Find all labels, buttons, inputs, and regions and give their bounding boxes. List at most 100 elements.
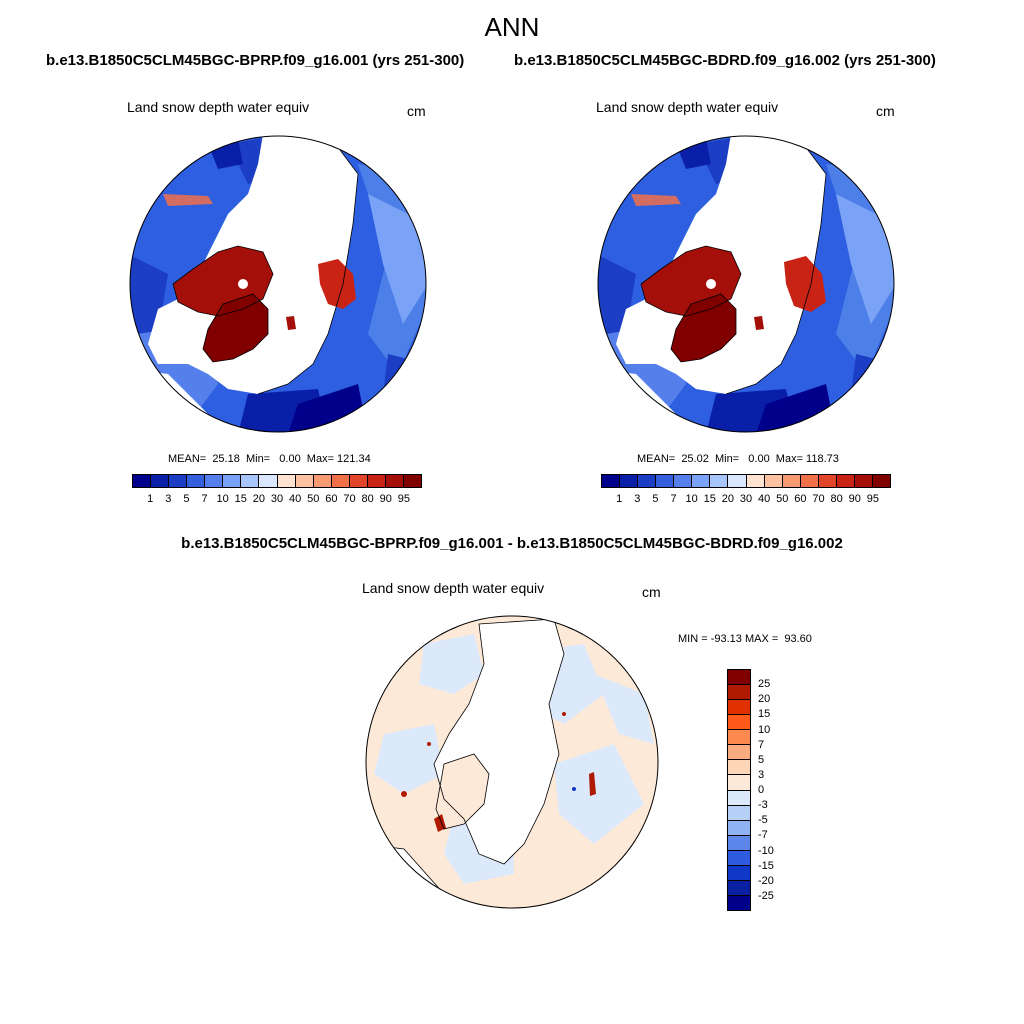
colorbar-tick-label: 90 [848, 493, 861, 505]
colorbar-tick-label: 20 [721, 493, 734, 505]
colorbar-swatch [854, 475, 873, 487]
colorbar-swatch [638, 475, 657, 487]
left-stats: MEAN= 25.18 Min= 0.00 Max= 121.34 [168, 453, 371, 465]
colorbar-tick-label: -25 [758, 889, 774, 902]
colorbar-swatch [277, 475, 296, 487]
colorbar-tick-label: 80 [830, 493, 843, 505]
colorbar-tick-label: -20 [758, 874, 774, 887]
colorbar-swatch [367, 475, 386, 487]
left-units-label: cm [407, 103, 426, 119]
colorbar-swatch [728, 865, 750, 881]
colorbar-tick-label: -15 [758, 859, 774, 872]
colorbar-swatch [728, 700, 750, 716]
colorbar-tick-label: 0 [758, 784, 765, 796]
right-stats: MEAN= 25.02 Min= 0.00 Max= 118.73 [637, 453, 839, 465]
colorbar-tick-label: 30 [739, 493, 753, 505]
colorbar-swatch [151, 475, 170, 487]
colorbar-swatch [241, 475, 260, 487]
colorbar-tick-label: 10 [685, 493, 698, 505]
colorbar-swatch [728, 685, 750, 701]
left-snow-map [129, 135, 427, 433]
colorbar-tick-label: 70 [343, 493, 356, 505]
right-run-title: b.e13.B1850C5CLM45BGC-BDRD.f09_g16.002 (… [514, 52, 936, 69]
colorbar-tick-label: 5 [183, 493, 190, 505]
colorbar-swatch [259, 475, 278, 487]
colorbar-swatch [295, 475, 314, 487]
colorbar-swatch [728, 475, 747, 487]
colorbar-swatch [692, 475, 711, 487]
colorbar-tick-label: 90 [379, 493, 392, 505]
colorbar-tick-label: 60 [794, 493, 807, 505]
right-units-label: cm [876, 103, 895, 119]
colorbar-swatch [728, 775, 750, 791]
colorbar-tick-label: 95 [866, 493, 879, 505]
colorbar-tick-label: 25 [758, 678, 771, 691]
colorbar-tick-label: 15 [758, 708, 771, 721]
colorbar-swatch [169, 475, 188, 487]
colorbar-tick-label: 50 [776, 493, 789, 505]
colorbar-tick-label: 60 [325, 493, 338, 505]
colorbar-swatch [800, 475, 819, 487]
colorbar-swatch [728, 880, 750, 896]
colorbar-tick-label: -10 [758, 844, 774, 857]
colorbar-swatch [674, 475, 693, 487]
colorbar-swatch [782, 475, 801, 487]
colorbar-tick-label: 50 [307, 493, 320, 505]
colorbar-swatch [403, 475, 421, 487]
colorbar-tick-label: 40 [289, 493, 302, 505]
colorbar-swatch [349, 475, 368, 487]
colorbar-tick-label: -7 [758, 829, 768, 842]
colorbar-swatch [746, 475, 765, 487]
difference-colorbar-ticks: 25 20 15 10 7 5 3 0 -3 -5 -7 -10 -15 -20 -25 [758, 669, 798, 911]
colorbar-tick-label: 80 [361, 493, 374, 505]
colorbar-tick-label: -5 [758, 814, 768, 827]
colorbar-swatch [728, 670, 750, 686]
right-variable-label: Land snow depth water equiv [596, 99, 779, 115]
colorbar-tick-label: 3 [634, 493, 641, 505]
colorbar-swatch [728, 715, 750, 731]
difference-map [365, 615, 659, 909]
colorbar-tick-label: 7 [758, 738, 765, 751]
colorbar-swatch [728, 850, 750, 866]
colorbar-tick-label: 3 [758, 768, 765, 781]
colorbar-tick-label: -3 [758, 799, 768, 812]
left-colorbar [132, 474, 422, 488]
diff-variable-label: Land snow depth water equiv [362, 580, 545, 596]
colorbar-swatch [728, 730, 750, 746]
left-run-title: b.e13.B1850C5CLM45BGC-BPRP.f09_g16.001 (… [46, 52, 465, 69]
colorbar-swatch [331, 475, 350, 487]
left-variable-label: Land snow depth water equiv [127, 99, 310, 115]
colorbar-tick-label: 95 [397, 493, 410, 505]
colorbar-tick-label: 20 [252, 493, 265, 505]
right-snow-map [597, 135, 895, 433]
colorbar-swatch [872, 475, 890, 487]
colorbar-swatch [656, 475, 675, 487]
diff-minmax: MIN = -93.13 MAX = 93.60 [678, 633, 812, 645]
difference-colorbar [727, 669, 751, 911]
colorbar-tick-label: 15 [703, 493, 716, 505]
colorbar-swatch [728, 895, 750, 910]
colorbar-swatch [728, 820, 750, 836]
colorbar-swatch [728, 790, 750, 806]
colorbar-swatch [764, 475, 783, 487]
colorbar-swatch [205, 475, 224, 487]
colorbar-swatch [187, 475, 206, 487]
right-colorbar [601, 474, 891, 488]
colorbar-tick-label: 20 [758, 693, 771, 706]
colorbar-tick-label: 10 [216, 493, 229, 505]
colorbar-tick-label: 5 [758, 753, 765, 766]
colorbar-swatch [620, 475, 639, 487]
colorbar-swatch [818, 475, 837, 487]
colorbar-tick-label: 10 [758, 723, 771, 736]
colorbar-swatch [728, 835, 750, 851]
colorbar-tick-label: 40 [758, 493, 771, 505]
colorbar-tick-label: 3 [165, 493, 172, 505]
colorbar-swatch [223, 475, 242, 487]
colorbar-tick-label: 5 [652, 493, 659, 505]
colorbar-tick-label: 7 [670, 493, 677, 505]
diff-units-label: cm [642, 584, 661, 600]
colorbar-swatch [728, 760, 750, 776]
colorbar-swatch [728, 805, 750, 821]
colorbar-tick-label: 30 [270, 493, 284, 505]
colorbar-tick-label: 70 [812, 493, 825, 505]
